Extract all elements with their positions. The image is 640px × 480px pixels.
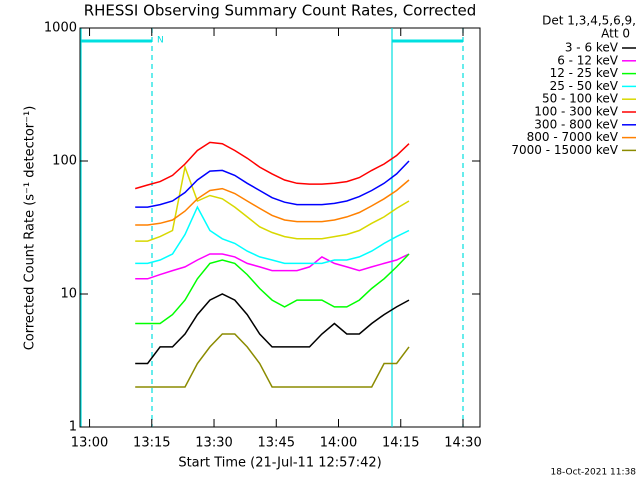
series-line (134, 141, 410, 190)
plot-frame (79, 27, 481, 428)
attenuator-markers (80, 28, 464, 427)
chart-title: RHESSI Observing Summary Count Rates, Co… (84, 2, 477, 20)
legend-label: 50 - 100 keV (542, 92, 619, 106)
legend-label: 12 - 25 keV (550, 66, 619, 80)
x-tick-label: 14:15 (382, 436, 419, 451)
footer: 18-Oct-2021 11:38 (551, 468, 637, 478)
x-tick-label: 13:00 (71, 436, 108, 451)
legend-label: 7000 - 15000 keV (511, 143, 618, 157)
legend-label: 25 - 50 keV (550, 79, 619, 93)
x-tick-label: 13:45 (258, 436, 295, 451)
x-tick-label: 13:15 (133, 436, 170, 451)
legend-label: 3 - 6 keV (565, 41, 619, 55)
series-line (135, 160, 410, 208)
legend-title: Att 0 (601, 27, 630, 41)
series-line (135, 179, 410, 226)
x-axis-label: Start Time (21-Jul-11 12:57:42) (178, 456, 381, 471)
series-line (135, 205, 410, 265)
y-tick-label: 10 (60, 287, 77, 302)
legend-label: 6 - 12 keV (557, 53, 619, 67)
x-tick-label: 13:30 (195, 436, 232, 451)
series-line (135, 253, 410, 325)
legend-title: Det 1,3,4,5,6,9, (542, 14, 636, 28)
y-tick-label: 1000 (44, 21, 77, 36)
y-tick-label: 100 (52, 154, 77, 169)
legend-label: 100 - 300 keV (534, 105, 618, 119)
series-line (135, 333, 410, 388)
y-axis-label: Corrected Count Rate (s⁻¹ detector⁻¹) (23, 106, 38, 351)
annotation: N (157, 36, 164, 46)
series-line (135, 293, 410, 365)
series-line (135, 164, 410, 242)
x-tick-label: 14:00 (320, 436, 357, 451)
x-tick-label: 14:30 (444, 436, 481, 451)
series-line (135, 253, 410, 280)
y-tick-label: 1 (69, 420, 77, 435)
legend-label: 800 - 7000 keV (527, 130, 619, 144)
legend-label: 300 - 800 keV (534, 117, 618, 131)
